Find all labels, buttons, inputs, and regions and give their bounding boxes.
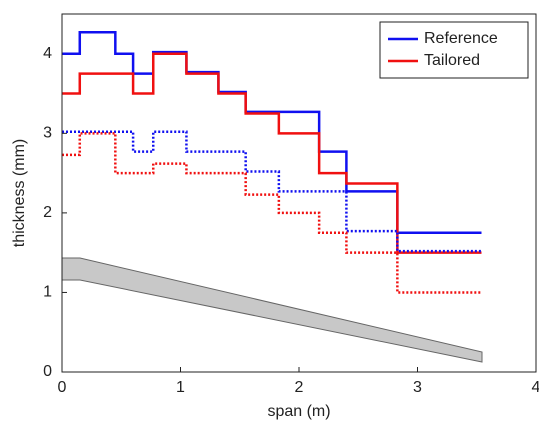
x-tick-label: 0	[58, 379, 67, 396]
y-tick-label: 0	[43, 363, 52, 380]
legend-box	[379, 21, 529, 79]
x-tick-label: 2	[295, 379, 304, 396]
axes-frame	[61, 13, 537, 373]
y-axis-label: thickness (mm)	[11, 139, 28, 247]
y-tick-label: 3	[43, 125, 52, 142]
series-line	[62, 31, 482, 235]
y-tick-label: 4	[43, 45, 52, 62]
y-tick-label: 2	[43, 204, 52, 221]
x-tick-label: 1	[176, 379, 185, 396]
x-tick-label: 3	[413, 379, 422, 396]
legend-label: Reference	[424, 30, 498, 47]
y-tick-label: 1	[43, 284, 52, 301]
x-tick-label: 4	[532, 379, 539, 396]
x-axis-label: span (m)	[267, 403, 330, 420]
series-line	[62, 130, 482, 253]
legend-label: Tailored	[424, 52, 480, 69]
series-line	[62, 132, 482, 294]
series-line	[62, 52, 482, 254]
